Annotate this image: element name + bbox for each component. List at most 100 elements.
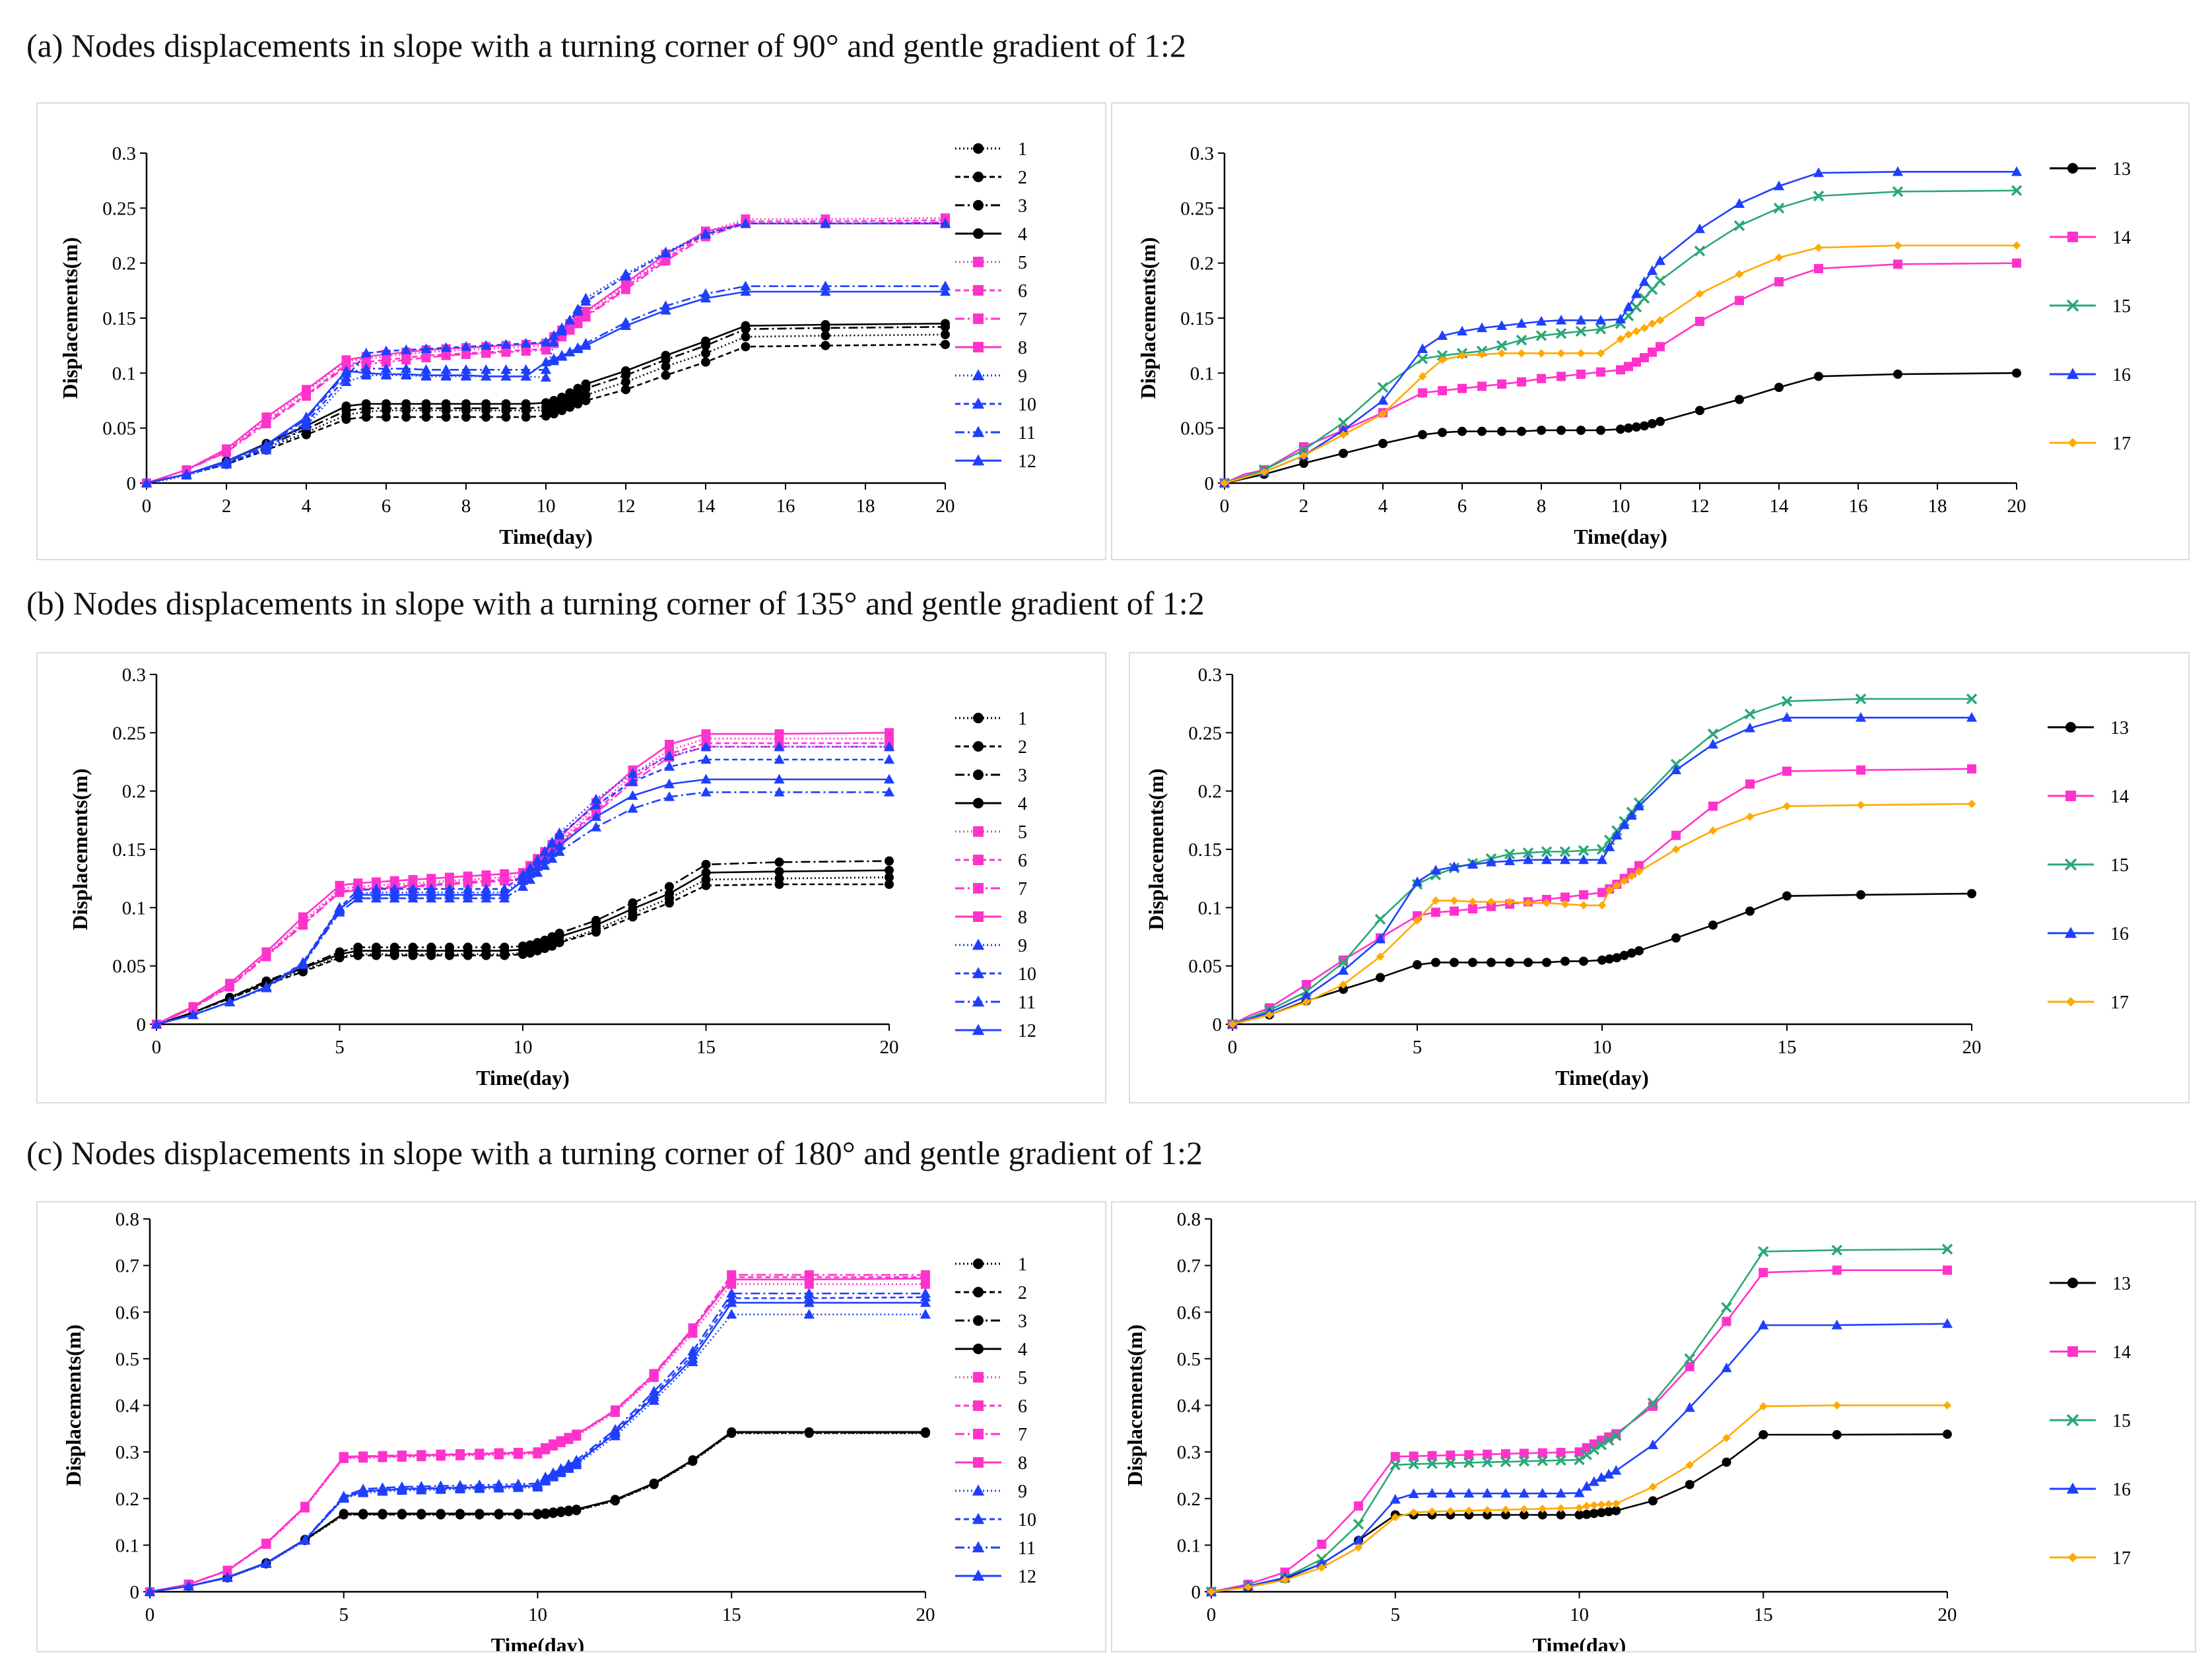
legend-label: 3 [1018,196,1027,216]
data-point [372,946,381,956]
series-line-5 [156,737,889,1026]
x-tick-label: 0 [145,1604,155,1625]
series-line-13 [1232,892,1972,1026]
legend-label: 5 [1018,253,1027,273]
data-point [1438,386,1447,395]
data-point [1555,1455,1566,1466]
data-point [549,396,559,405]
data-point [408,874,418,884]
x-tick-label: 16 [1849,496,1868,517]
series-16 [1205,1318,1953,1596]
data-point [222,444,231,454]
data-point [883,741,895,751]
data-point [885,880,894,889]
data-point [1463,1487,1475,1498]
data-point [1450,958,1459,967]
data-point [1630,302,1642,313]
legend-label: 6 [1018,1396,1027,1417]
legend-label: 5 [1018,822,1027,843]
data-point [380,363,392,373]
legend-marker [2067,1278,2078,1288]
data-point [361,412,371,422]
data-point [1611,1499,1621,1508]
y-tick-label: 0.6 [1177,1302,1201,1323]
data-point [564,346,576,356]
data-point [500,370,512,381]
data-point [1597,955,1607,965]
data-point [554,830,565,840]
data-point [1317,1539,1327,1549]
y-tick-label: 0.7 [116,1256,139,1277]
y-tick-label: 0.25 [112,723,146,744]
chart-c-left: 00.10.20.30.40.50.60.70.80 5 10 15 20Time(da… [61,1209,1036,1651]
data-point [660,304,671,315]
section-title-c: (c) Nodes displacements in slope with a … [26,1134,1203,1171]
data-point [1722,1433,1731,1443]
data-point [1542,898,1551,907]
data-point [1487,901,1496,911]
data-point [300,1501,310,1511]
data-point [727,1427,737,1437]
data-point [339,1509,349,1519]
legend-item-15: 15 [2050,296,2131,317]
data-point [1616,365,1625,375]
data-point [1556,1510,1566,1520]
data-point [1633,801,1645,810]
data-point [539,854,551,865]
data-point [1537,1455,1548,1466]
legend-label: 9 [1018,936,1027,956]
data-point [820,280,831,290]
data-point [396,1484,407,1493]
data-point [1557,349,1566,358]
data-point [1430,865,1442,875]
legend-label: 17 [2112,1548,2131,1569]
data-point [441,399,451,409]
legend-item-9: 9 [955,366,1027,387]
data-point [1671,845,1681,854]
legend-item-13: 13 [2048,718,2129,738]
data-point [1574,1454,1585,1466]
data-point [541,411,551,421]
legend-marker [972,995,985,1007]
data-point [499,883,510,894]
data-point [540,939,550,949]
data-point [581,396,591,405]
legend-marker [2067,1552,2078,1563]
data-point [1596,367,1605,377]
data-point [1638,276,1650,286]
data-point [1560,956,1570,966]
data-point [883,754,895,764]
data-point [573,383,583,393]
chart-panel-a-left: 0 0.05 0.1 0.15 0.2 0.25 0.3 0 2 4 6 8 10 12 14 16 18 20 T… [36,102,1106,560]
legend-item-8: 8 [955,338,1027,358]
x-tick-label: 5 [339,1604,349,1625]
data-point [220,455,232,465]
y-tick-label: 0.25 [1180,198,1214,219]
data-point [1638,292,1650,304]
data-point [1605,954,1615,964]
data-point [426,889,437,899]
legend-marker [973,285,984,296]
data-point [1671,830,1681,840]
x-tick-label: 20 [1962,1037,1982,1058]
legend-label: 1 [1018,1255,1027,1275]
data-point [533,941,543,951]
data-point [1758,1319,1769,1330]
legend-marker [973,713,984,723]
data-point [1695,317,1704,326]
x-tick-label: 2 [222,496,232,517]
data-point [921,1274,930,1284]
data-point [571,1457,582,1468]
legend-item-13: 13 [2050,159,2131,180]
series-line-11 [146,285,945,484]
data-point [1281,1576,1289,1585]
y-tick-label: 0 [1191,1582,1201,1603]
data-point [1646,284,1658,295]
data-point [494,1449,504,1458]
data-point [481,946,491,956]
chart-panel-b-left: 0 0.05 0.1 0.15 0.2 0.25 0.3 0 5 10 15 20 Time(day) D… [36,652,1106,1103]
series-line-15 [1232,698,1972,1026]
data-point [2011,166,2023,176]
data-point [1814,244,1823,252]
data-point [1458,351,1467,360]
